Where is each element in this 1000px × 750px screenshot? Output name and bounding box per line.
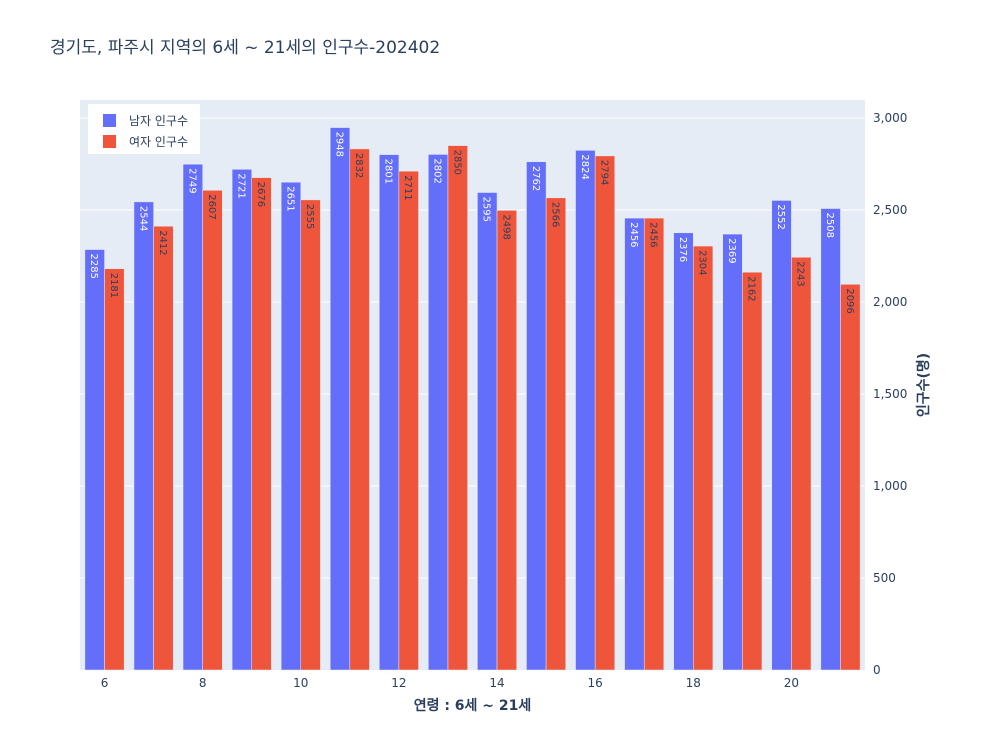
bar-value-label: 2456 (628, 222, 639, 247)
bar-female[interactable] (202, 190, 223, 671)
legend-swatch-female[interactable] (103, 135, 116, 148)
bar-value-label: 2555 (304, 204, 315, 229)
bar-male[interactable] (182, 163, 203, 671)
bar-value-label: 2607 (206, 194, 217, 219)
bar-male[interactable] (526, 161, 547, 671)
bar-value-label: 2376 (677, 237, 688, 262)
x-tick-label: 12 (391, 676, 406, 690)
y-tick-label: 3,000 (873, 111, 907, 125)
bar-value-label: 2243 (795, 261, 806, 286)
x-tick-label: 8 (199, 676, 207, 690)
bar-male[interactable] (722, 233, 743, 671)
bar-male[interactable] (820, 208, 841, 671)
bar-value-label: 2508 (824, 213, 835, 238)
y-axis-title: 인구수(명) (915, 353, 932, 417)
x-tick-label: 20 (784, 676, 799, 690)
y-tick-label: 0 (873, 663, 881, 677)
bar-male[interactable] (84, 249, 105, 671)
bar-value-label: 2802 (432, 158, 443, 183)
bar-value-label: 2749 (186, 168, 197, 193)
bar-value-label: 2544 (137, 206, 148, 231)
bar-male[interactable] (280, 181, 302, 671)
chart-title: 경기도, 파주시 지역의 6세 ~ 21세의 인구수-202402 (50, 38, 441, 58)
bar-female[interactable] (693, 245, 714, 671)
bar-female[interactable] (643, 217, 665, 671)
bar-male[interactable] (673, 232, 694, 671)
x-tick-label: 14 (489, 676, 504, 690)
bar-value-label: 2721 (235, 173, 246, 198)
bar-value-label: 2566 (549, 202, 560, 227)
y-axis-ticks: 0 500 1,000 1,500 2,000 2,500 3,000 (873, 111, 907, 677)
bar-value-label: 2096 (844, 288, 855, 313)
bar-male[interactable] (133, 201, 154, 671)
bar-value-label: 2824 (579, 154, 590, 179)
bar-value-label: 2850 (451, 150, 462, 175)
bar-female[interactable] (300, 199, 321, 671)
bar-value-label: 2412 (157, 230, 168, 255)
y-tick-label: 1,000 (873, 479, 907, 493)
legend-label-female[interactable]: 여자 인구수 (129, 135, 188, 149)
bar-value-label: 2801 (383, 159, 394, 184)
bar-female[interactable] (349, 148, 370, 671)
bar-female[interactable] (153, 225, 174, 671)
y-tick-label: 2,000 (873, 295, 907, 309)
x-axis-title: 연령 : 6세 ~ 21세 (414, 698, 532, 714)
bar-value-label: 2595 (481, 197, 492, 222)
bar-male[interactable] (575, 150, 596, 671)
x-tick-label: 18 (686, 676, 701, 690)
bar-male[interactable] (379, 154, 400, 671)
bar-female[interactable] (496, 210, 517, 671)
bar-value-label: 2711 (402, 175, 413, 200)
bar-value-label: 2948 (334, 132, 345, 157)
x-tick-label: 10 (293, 676, 308, 690)
bar-value-label: 2162 (746, 276, 757, 301)
bar-female[interactable] (791, 257, 812, 671)
y-tick-label: 1,500 (873, 387, 907, 401)
bar-male[interactable] (771, 200, 792, 671)
legend-label-male[interactable]: 남자 인구수 (129, 114, 188, 128)
x-axis-ticks: 6 8 10 12 14 16 18 20 (101, 676, 799, 690)
bar-male[interactable] (624, 217, 645, 671)
bar-value-label: 2369 (726, 238, 737, 263)
y-tick-label: 2,500 (873, 203, 907, 217)
bar-value-label: 2456 (648, 222, 659, 247)
bar-female[interactable] (594, 155, 616, 671)
bar-value-label: 2304 (697, 250, 708, 275)
y-tick-label: 500 (873, 571, 896, 585)
bar-male[interactable] (428, 154, 449, 671)
bar-value-label: 2832 (353, 153, 364, 178)
bar-female[interactable] (545, 197, 566, 671)
bar-female[interactable] (742, 271, 763, 671)
bar-female[interactable] (104, 268, 125, 671)
bar-value-label: 2762 (530, 166, 541, 191)
bar-value-label: 2498 (500, 214, 511, 239)
bar-value-label: 2794 (598, 160, 609, 185)
bars: 2285 2544 2749 2721 2651 2948 2801 2802 2595 2762… (84, 127, 861, 671)
bar-value-label: 2285 (88, 254, 99, 279)
bar-female[interactable] (840, 284, 861, 671)
bar-female[interactable] (251, 177, 272, 671)
bar-value-label: 2181 (108, 273, 119, 298)
x-tick-label: 6 (101, 676, 109, 690)
bar-value-label: 2676 (255, 182, 266, 207)
legend-swatch-male[interactable] (103, 114, 116, 127)
bar-male[interactable] (329, 127, 351, 671)
bar-female[interactable] (447, 145, 468, 671)
bar-value-label: 2552 (775, 204, 786, 229)
bar-male[interactable] (231, 169, 252, 671)
bar-value-label: 2651 (284, 186, 295, 211)
bar-male[interactable] (477, 192, 498, 671)
bar-female[interactable] (398, 170, 419, 671)
x-tick-label: 16 (588, 676, 603, 690)
